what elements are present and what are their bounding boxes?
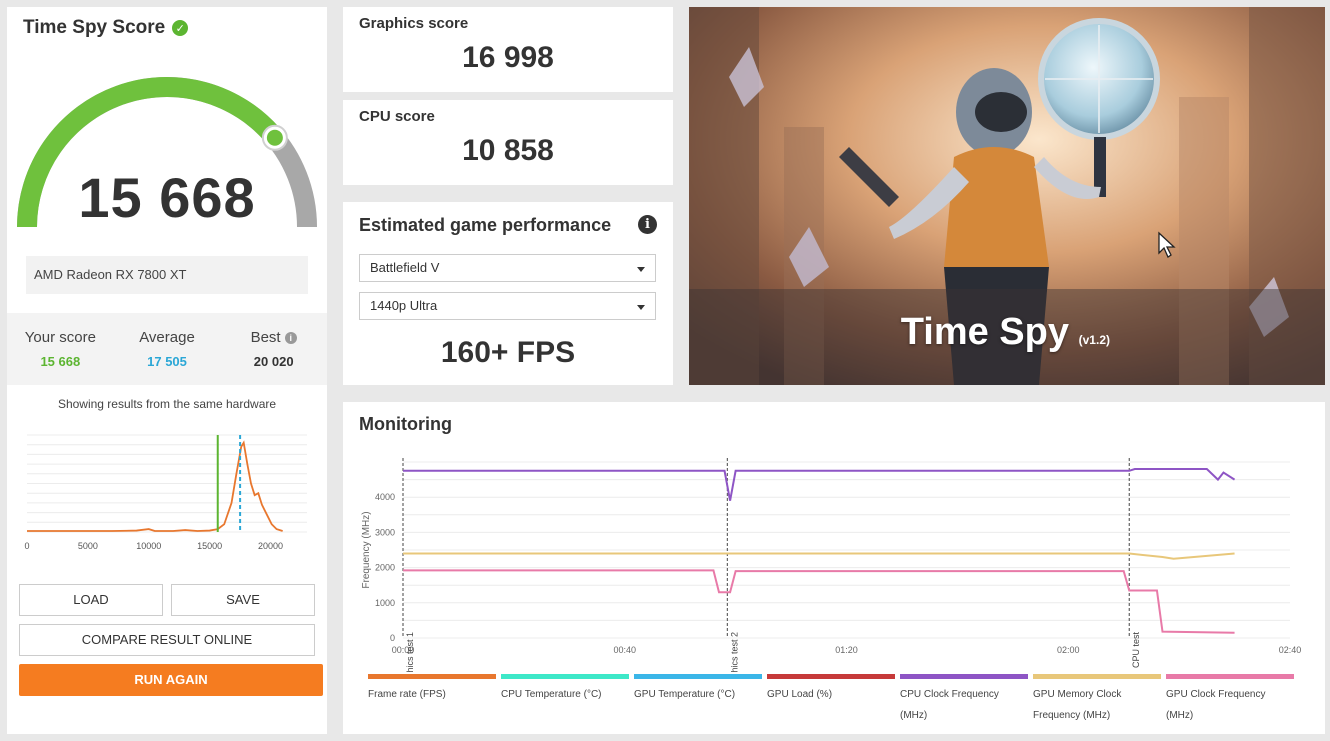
chevron-down-icon	[637, 267, 645, 272]
hero-title-band	[689, 289, 1325, 385]
monitoring-title: Monitoring	[359, 414, 452, 434]
legend-color-swatch	[634, 674, 762, 679]
run-again-button[interactable]: RUN AGAIN	[19, 664, 323, 696]
graphics-score-label: Graphics score	[359, 15, 469, 32]
gauge-fill	[17, 77, 283, 227]
estimated-game-performance-card: Estimated game performance i Battlefield…	[343, 202, 673, 385]
y-axis-label: Frequency (MHz)	[361, 511, 372, 588]
legend-color-swatch	[1033, 674, 1161, 679]
average-value: 17 505	[147, 354, 187, 369]
monitoring-panel: Monitoring 0 1000 2000 3000 4000 00:00 00:40 01…	[343, 402, 1325, 734]
monitoring-legend: Frame rate (FPS) CPU Temperature (°C) GPU …	[368, 674, 1298, 726]
legend-item[interactable]: GPU Temperature (°C)	[634, 674, 762, 726]
legend-item[interactable]: CPU Temperature (°C)	[501, 674, 629, 726]
x-tick-label: 5000	[78, 541, 98, 551]
legend-item[interactable]: GPU Memory Clock Frequency (MHz)	[1033, 674, 1161, 726]
legend-label: GPU Load (%)	[767, 689, 833, 700]
series-line	[403, 552, 1235, 560]
legend-color-swatch	[368, 674, 496, 679]
legend-item[interactable]: CPU Clock Frequency (MHz)	[900, 674, 1028, 726]
legend-item[interactable]: GPU Load (%)	[767, 674, 895, 726]
x-tick-label: 00:00	[392, 645, 415, 655]
legend-label: GPU Clock Frequency (MHz)	[1166, 689, 1266, 721]
legend-item[interactable]: Frame rate (FPS)	[368, 674, 496, 726]
benchmark-version: (v1.2)	[1078, 333, 1110, 347]
cpu-score-value: 10 858	[462, 134, 554, 167]
test-marker-label: Graphics test 2	[729, 632, 739, 672]
x-tick-label: 02:40	[1279, 645, 1302, 655]
y-tick-label: 2000	[375, 563, 395, 573]
test-marker-label: Graphics test 1	[405, 632, 415, 672]
legend-label: GPU Memory Clock Frequency (MHz)	[1033, 689, 1122, 721]
info-icon[interactable]: i	[284, 332, 297, 344]
x-tick-label: 02:00	[1057, 645, 1080, 655]
main-score: 15 668	[78, 166, 256, 229]
x-tick-label: 20000	[258, 541, 283, 551]
mouse-cursor-icon	[1158, 231, 1176, 258]
benchmark-name: Time Spy	[900, 311, 1069, 353]
gauge-knob-dot	[266, 129, 283, 146]
x-tick-label: 00:40	[613, 645, 636, 655]
cpu-score-card: CPU score 10 858	[343, 100, 673, 185]
hero-artwork	[689, 7, 1325, 385]
gpu-name: AMD Radeon RX 7800 XT	[26, 256, 308, 294]
score-distribution-chart: 0 5000 10000 15000 20000	[24, 434, 307, 551]
your-score-stat: Your score 15 668	[7, 313, 114, 385]
legend-color-swatch	[1166, 674, 1294, 679]
compare-result-online-button[interactable]: COMPARE RESULT ONLINE	[19, 624, 315, 656]
x-tick-label: 15000	[197, 541, 222, 551]
check-circle-icon: ✓	[172, 20, 189, 36]
estimated-performance-title: Estimated game performance	[359, 215, 612, 235]
preset-select[interactable]: 1440p Ultra	[359, 292, 656, 320]
test-marker-label: CPU test	[1131, 632, 1141, 669]
average-stat: Average 17 505	[114, 313, 221, 385]
save-button[interactable]: SAVE	[171, 584, 315, 616]
score-comparison: Your score 15 668 Average 17 505 Best i …	[7, 313, 327, 385]
legend-item[interactable]: GPU Clock Frequency (MHz)	[1166, 674, 1294, 726]
monitoring-chart: 0 1000 2000 3000 4000 00:00 00:40 01:20 02:00 02:…	[361, 458, 1302, 672]
legend-color-swatch	[501, 674, 629, 679]
best-value: 20 020	[253, 354, 294, 369]
y-tick-label: 0	[390, 633, 395, 643]
series-line	[403, 569, 1235, 634]
y-tick-label: 4000	[375, 492, 395, 502]
legend-label: GPU Temperature (°C)	[634, 689, 736, 700]
legend-label: CPU Clock Frequency (MHz)	[900, 689, 999, 721]
distribution-curve	[27, 440, 283, 532]
legend-label: CPU Temperature (°C)	[501, 689, 602, 700]
info-icon[interactable]: i	[638, 215, 657, 234]
score-panel: Time Spy Score ✓ 15 668 AMD Radeon RX 78…	[7, 7, 327, 734]
chevron-down-icon	[637, 305, 645, 310]
legend-color-swatch	[767, 674, 895, 679]
load-button[interactable]: LOAD	[19, 584, 163, 616]
score-gauge	[17, 77, 317, 227]
your-score-value: 15 668	[40, 354, 81, 369]
y-tick-label: 1000	[375, 598, 395, 608]
legend-color-swatch	[900, 674, 1028, 679]
same-hardware-note: Showing results from the same hardware	[57, 397, 277, 411]
x-tick-label: 01:20	[835, 645, 858, 655]
cpu-score-label: CPU score	[359, 108, 435, 125]
game-select[interactable]: Battlefield V	[359, 254, 656, 282]
x-tick-label: 0	[24, 541, 29, 551]
series-line	[403, 468, 1236, 501]
y-tick-label: 3000	[375, 527, 395, 537]
graphics-score-value: 16 998	[462, 41, 554, 74]
best-stat: Best i 20 020	[220, 313, 327, 385]
x-tick-label: 10000	[136, 541, 161, 551]
score-title: Time Spy Score ✓	[23, 17, 189, 39]
benchmark-hero-image: Time Spy (v1.2)	[689, 7, 1325, 385]
graphics-score-card: Graphics score 16 998	[343, 7, 673, 92]
estimated-fps: 160+ FPS	[440, 336, 576, 369]
legend-label: Frame rate (FPS)	[368, 689, 446, 700]
